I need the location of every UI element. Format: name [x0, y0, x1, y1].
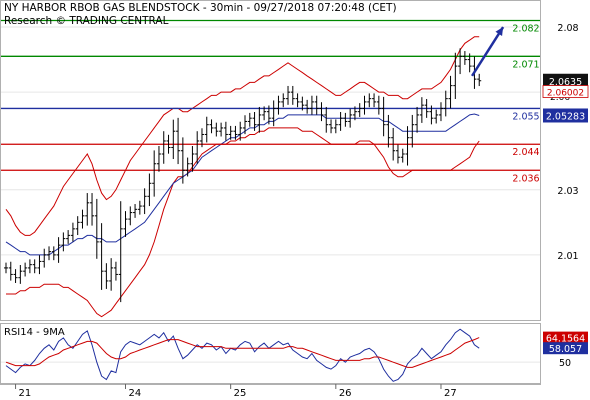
rsi-panel	[0, 323, 541, 384]
hidden-tag-box	[542, 85, 589, 98]
bollinger-bands	[5, 36, 480, 318]
rsi_ma-line	[5, 337, 480, 368]
level-label: 2.036	[512, 173, 539, 184]
level-label: 2.044	[512, 147, 539, 158]
rsi-tag-box	[543, 331, 588, 344]
bollinger-lower-line	[6, 127, 480, 318]
level-label: 2.071	[512, 59, 539, 70]
rsi-line	[5, 328, 480, 382]
projection-arrow	[470, 26, 505, 77]
x-tick-label: 21	[19, 388, 32, 399]
projection-line	[470, 26, 505, 77]
rsi-title: RSI14 - 9MA	[4, 327, 65, 338]
x-tick-label: 27	[444, 388, 457, 399]
projection-arrowhead	[495, 27, 504, 36]
x-tick-label: 24	[129, 388, 142, 399]
rsi-y-tick-label: 50	[559, 358, 571, 369]
price-tag-label: 2.05283	[546, 111, 585, 122]
level-label: 2.082	[512, 24, 539, 35]
price-tags: 2.0635 2.05283 2.06002	[542, 73, 589, 123]
time-axis: 21 24 25 26 27	[15, 384, 457, 399]
y-tick-label: 2.03	[557, 186, 578, 197]
price-tag-box	[543, 108, 588, 123]
price-tag-label: 2.0635	[549, 77, 582, 88]
price-tag-box	[543, 73, 588, 88]
rsi-tag-box	[543, 342, 588, 355]
x-tick-label: 26	[339, 388, 352, 399]
price-axis-area	[541, 0, 590, 321]
y-extra-label: 2.06	[550, 93, 570, 103]
rsi-tag-label: 58.057	[549, 344, 582, 355]
chart-subtitle: Research © TRADING CENTRAL	[4, 15, 169, 27]
y-tick-label: 2.08	[557, 23, 578, 34]
candles	[4, 48, 482, 303]
y-tick-label: 2.01	[557, 251, 578, 262]
level-label: 2.055	[512, 111, 539, 122]
x-tick-label: 25	[234, 388, 247, 399]
moving-average-line	[5, 113, 480, 256]
bollinger-upper-line	[5, 36, 480, 236]
rsi-tag-label: 64.1564	[546, 334, 585, 345]
hidden-tag-label: 2.06002	[547, 88, 584, 98]
price-panel	[0, 0, 541, 321]
chart-title: NY HARBOR RBOB GAS BLENDSTOCK - 30min - …	[4, 2, 397, 14]
